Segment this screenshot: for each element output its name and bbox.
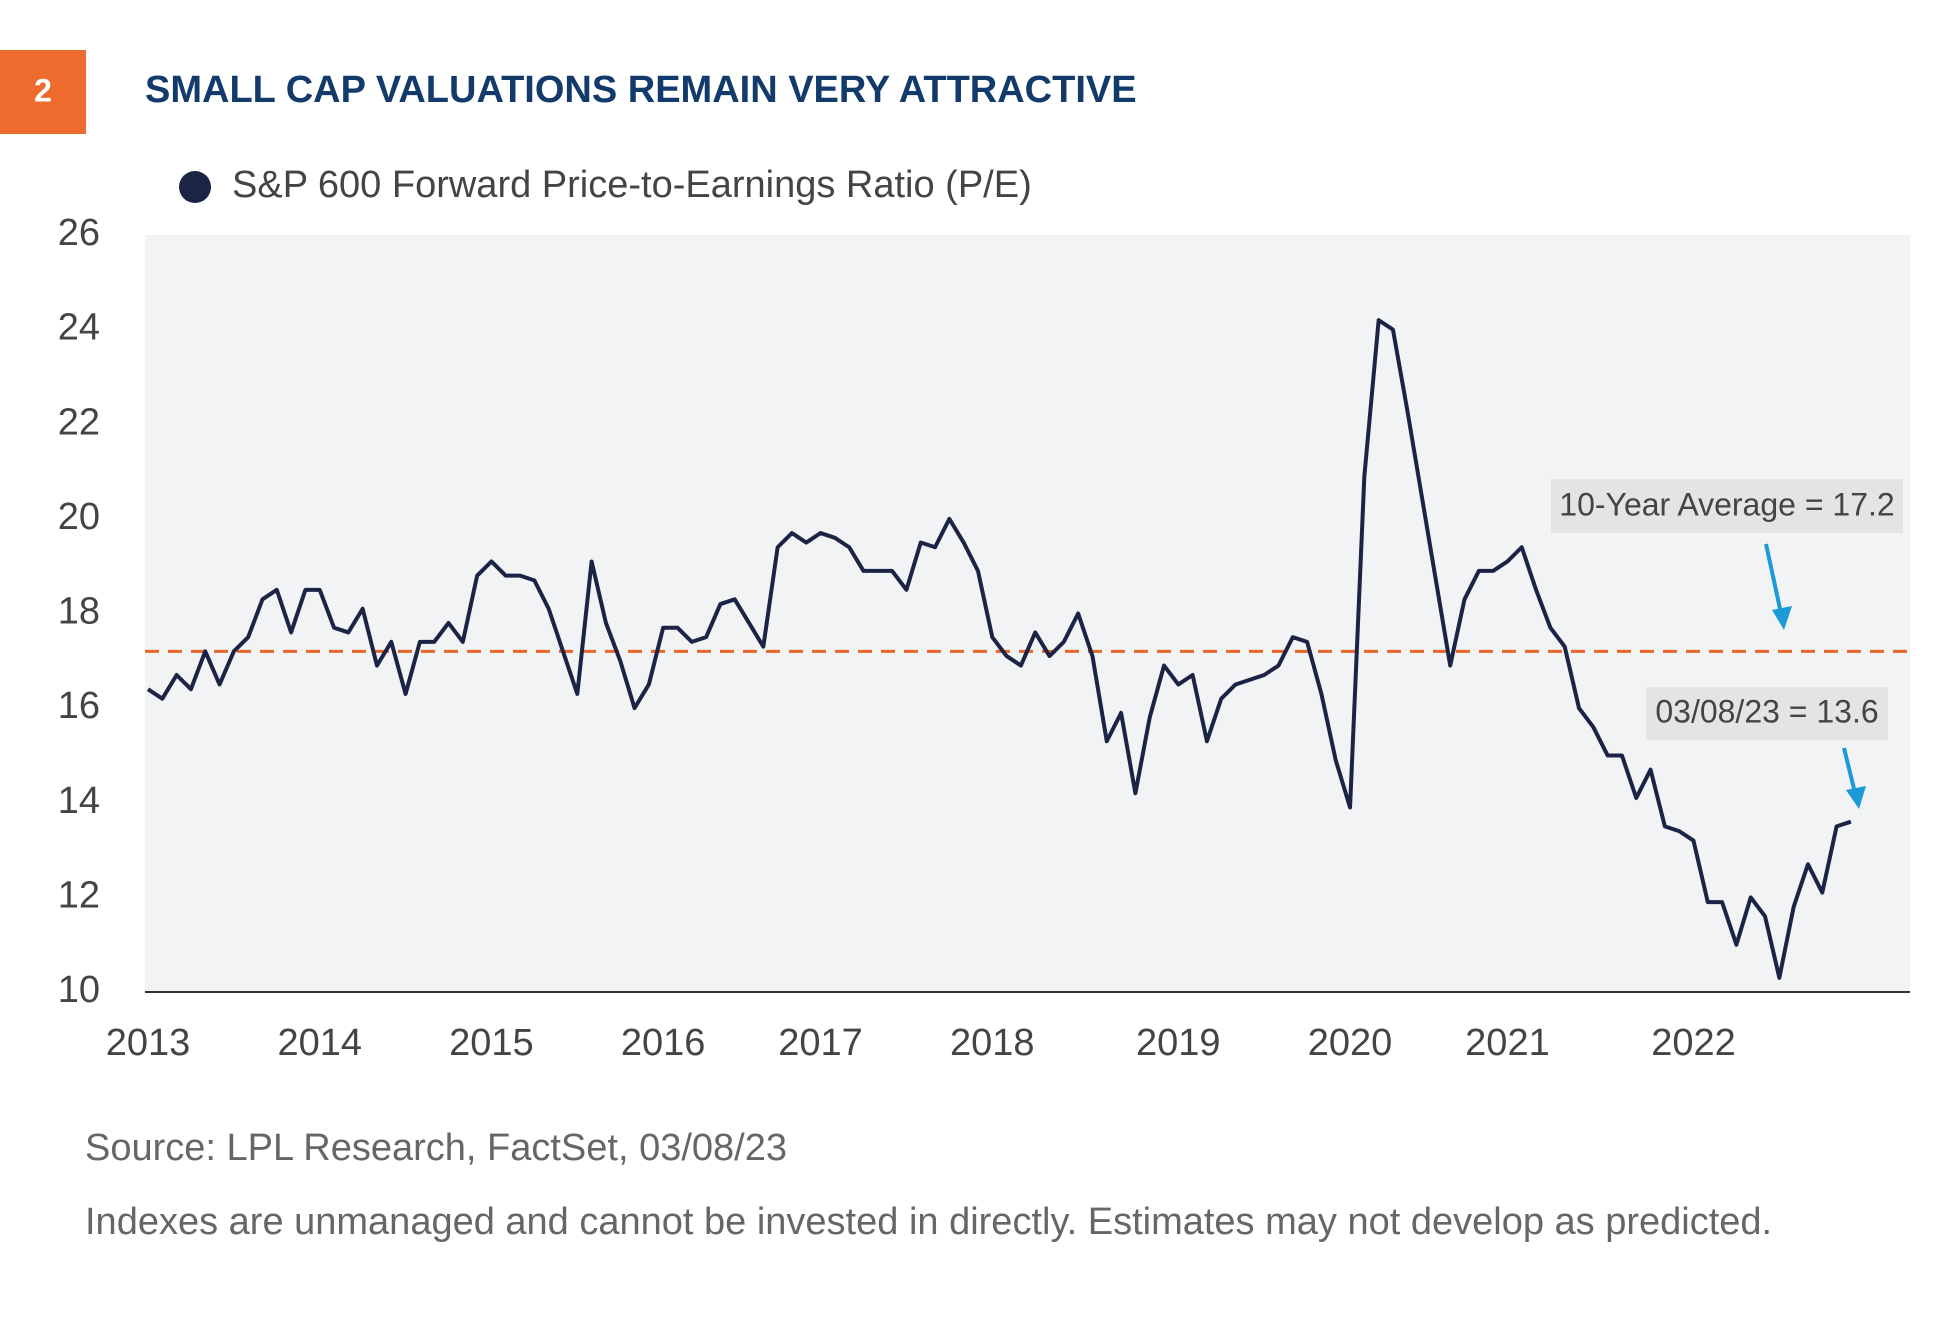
annotation: 10-Year Average = 17.2	[1559, 486, 1894, 522]
x-tick-label: 2013	[106, 1022, 191, 1064]
legend-label: S&P 600 Forward Price-to-Earnings Ratio …	[232, 164, 1032, 206]
y-tick-label: 22	[58, 401, 100, 443]
arrow	[1764, 543, 1784, 619]
arrow-head	[1772, 606, 1792, 630]
source: Source: LPL Research, FactSet, 03/08/23	[85, 1127, 787, 1169]
x-tick-label: 2019	[1136, 1022, 1221, 1064]
badge: 2	[34, 72, 52, 108]
series-line	[146, 318, 1852, 980]
x-tick-label: 2022	[1651, 1022, 1736, 1064]
y-tick-label: 10	[58, 969, 100, 1011]
badge-box	[0, 50, 86, 134]
x-tick-label: 2015	[449, 1022, 534, 1064]
plot-area	[145, 235, 1910, 992]
y-tick-label: 14	[58, 780, 100, 822]
arrow-head	[1846, 786, 1866, 809]
x-tick-label: 2020	[1308, 1022, 1393, 1064]
annotation-box	[1646, 687, 1888, 740]
x-tick-label: 2017	[778, 1022, 863, 1064]
annotation: 03/08/23 = 13.6	[1655, 693, 1878, 729]
x-tick-label: 2014	[277, 1022, 362, 1064]
y-tick-label: 20	[58, 496, 100, 538]
chart-title: SMALL CAP VALUATIONS REMAIN VERY ATTRACT…	[145, 69, 1137, 111]
y-tick-label: 18	[58, 591, 100, 633]
y-tick-label: 12	[58, 874, 100, 916]
legend-marker	[179, 171, 211, 203]
y-tick-label: 24	[58, 307, 100, 349]
x-tick-label: 2018	[950, 1022, 1035, 1064]
annotation-box	[1551, 479, 1903, 533]
x-tick-label: 2021	[1465, 1022, 1550, 1064]
x-tick-label: 2016	[621, 1022, 706, 1064]
note: Indexes are unmanaged and cannot be inve…	[85, 1201, 1772, 1243]
y-tick-label: 16	[58, 685, 100, 727]
y-tick-label: 26	[58, 212, 100, 254]
